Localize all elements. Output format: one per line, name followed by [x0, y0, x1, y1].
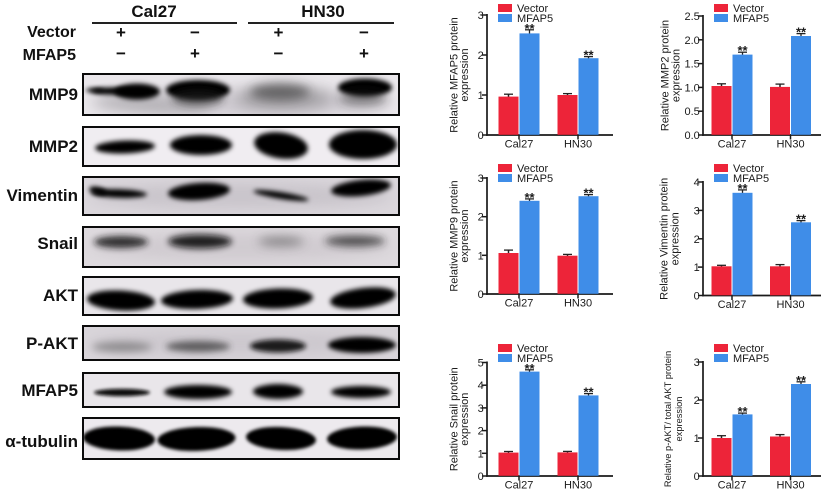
svg-text:**: **	[737, 404, 748, 419]
svg-text:4: 4	[694, 177, 700, 189]
svg-text:Cal27: Cal27	[505, 139, 534, 151]
svg-text:1: 1	[478, 448, 484, 460]
svg-text:2: 2	[694, 234, 700, 246]
svg-text:expression: expression	[459, 209, 471, 262]
svg-text:1: 1	[694, 433, 700, 445]
svg-text:HN30: HN30	[776, 480, 804, 492]
svg-text:Vector: Vector	[517, 163, 549, 175]
svg-text:MFAP5: MFAP5	[733, 13, 769, 25]
svg-text:Relative p-AKT/ total AKT prot: Relative p-AKT/ total AKT protein	[663, 351, 673, 487]
svg-text:**: **	[796, 373, 807, 388]
svg-text:HN30: HN30	[564, 480, 592, 492]
svg-text:**: **	[524, 21, 535, 36]
svg-text:Vector: Vector	[733, 163, 765, 175]
svg-text:**: **	[737, 43, 748, 58]
svg-text:**: **	[796, 25, 807, 40]
svg-text:**: **	[524, 361, 535, 376]
svg-text:Cal27: Cal27	[505, 480, 534, 492]
svg-text:0: 0	[478, 289, 484, 301]
svg-text:HN30: HN30	[564, 298, 592, 310]
svg-text:**: **	[583, 48, 594, 63]
svg-text:2.0: 2.0	[685, 35, 700, 47]
svg-text:Cal27: Cal27	[505, 298, 534, 310]
svg-text:Relative MFAP5 protein: Relative MFAP5 protein	[449, 17, 461, 133]
svg-text:**: **	[524, 190, 535, 205]
svg-text:0.5: 0.5	[685, 106, 700, 118]
svg-text:1.5: 1.5	[685, 59, 700, 71]
svg-text:**: **	[583, 385, 594, 400]
svg-text:expression: expression	[674, 397, 684, 442]
svg-text:4: 4	[478, 380, 484, 392]
svg-text:Relative MMP2 protein: Relative MMP2 protein	[660, 20, 672, 131]
svg-text:expression: expression	[671, 49, 683, 102]
svg-text:2: 2	[478, 212, 484, 224]
svg-text:**: **	[583, 186, 594, 201]
svg-text:**: **	[737, 181, 748, 196]
svg-text:Relative Vimentin protein: Relative Vimentin protein	[659, 178, 671, 300]
svg-text:expression: expression	[670, 212, 682, 265]
svg-text:Cal27: Cal27	[718, 139, 747, 151]
svg-text:Vector: Vector	[517, 3, 549, 15]
svg-text:0: 0	[694, 471, 700, 483]
svg-text:2: 2	[694, 395, 700, 407]
svg-text:HN30: HN30	[776, 299, 804, 311]
svg-text:Relative MMP9 protein: Relative MMP9 protein	[449, 180, 461, 291]
svg-text:expression: expression	[459, 393, 471, 446]
svg-text:**: **	[796, 212, 807, 227]
svg-text:3: 3	[694, 205, 700, 217]
svg-text:3: 3	[478, 403, 484, 415]
svg-text:1.0: 1.0	[685, 82, 700, 94]
svg-text:Cal27: Cal27	[718, 299, 747, 311]
svg-text:Vector: Vector	[517, 343, 549, 355]
svg-text:2: 2	[478, 426, 484, 438]
svg-text:HN30: HN30	[564, 139, 592, 151]
svg-text:Relative Snail protein: Relative Snail protein	[449, 367, 461, 471]
svg-text:Vector: Vector	[733, 3, 765, 15]
svg-text:MFAP5: MFAP5	[517, 13, 553, 25]
svg-text:MFAP5: MFAP5	[517, 173, 553, 185]
svg-text:3: 3	[694, 357, 700, 369]
svg-text:MFAP5: MFAP5	[733, 173, 769, 185]
svg-text:0: 0	[478, 471, 484, 483]
svg-text:MFAP5: MFAP5	[517, 353, 553, 365]
svg-text:2.5: 2.5	[685, 11, 700, 23]
svg-text:3: 3	[478, 173, 484, 185]
svg-text:Vector: Vector	[733, 343, 765, 355]
svg-text:0: 0	[694, 291, 700, 303]
svg-text:5: 5	[478, 358, 484, 370]
svg-text:2: 2	[478, 50, 484, 62]
svg-text:1: 1	[478, 250, 484, 262]
svg-text:HN30: HN30	[776, 139, 804, 151]
svg-text:0: 0	[478, 130, 484, 142]
svg-text:Cal27: Cal27	[718, 480, 747, 492]
svg-text:MFAP5: MFAP5	[733, 353, 769, 365]
svg-text:0.0: 0.0	[685, 130, 700, 142]
svg-text:1: 1	[478, 90, 484, 102]
svg-text:1: 1	[694, 262, 700, 274]
svg-text:expression: expression	[459, 48, 471, 101]
svg-text:3: 3	[478, 10, 484, 22]
